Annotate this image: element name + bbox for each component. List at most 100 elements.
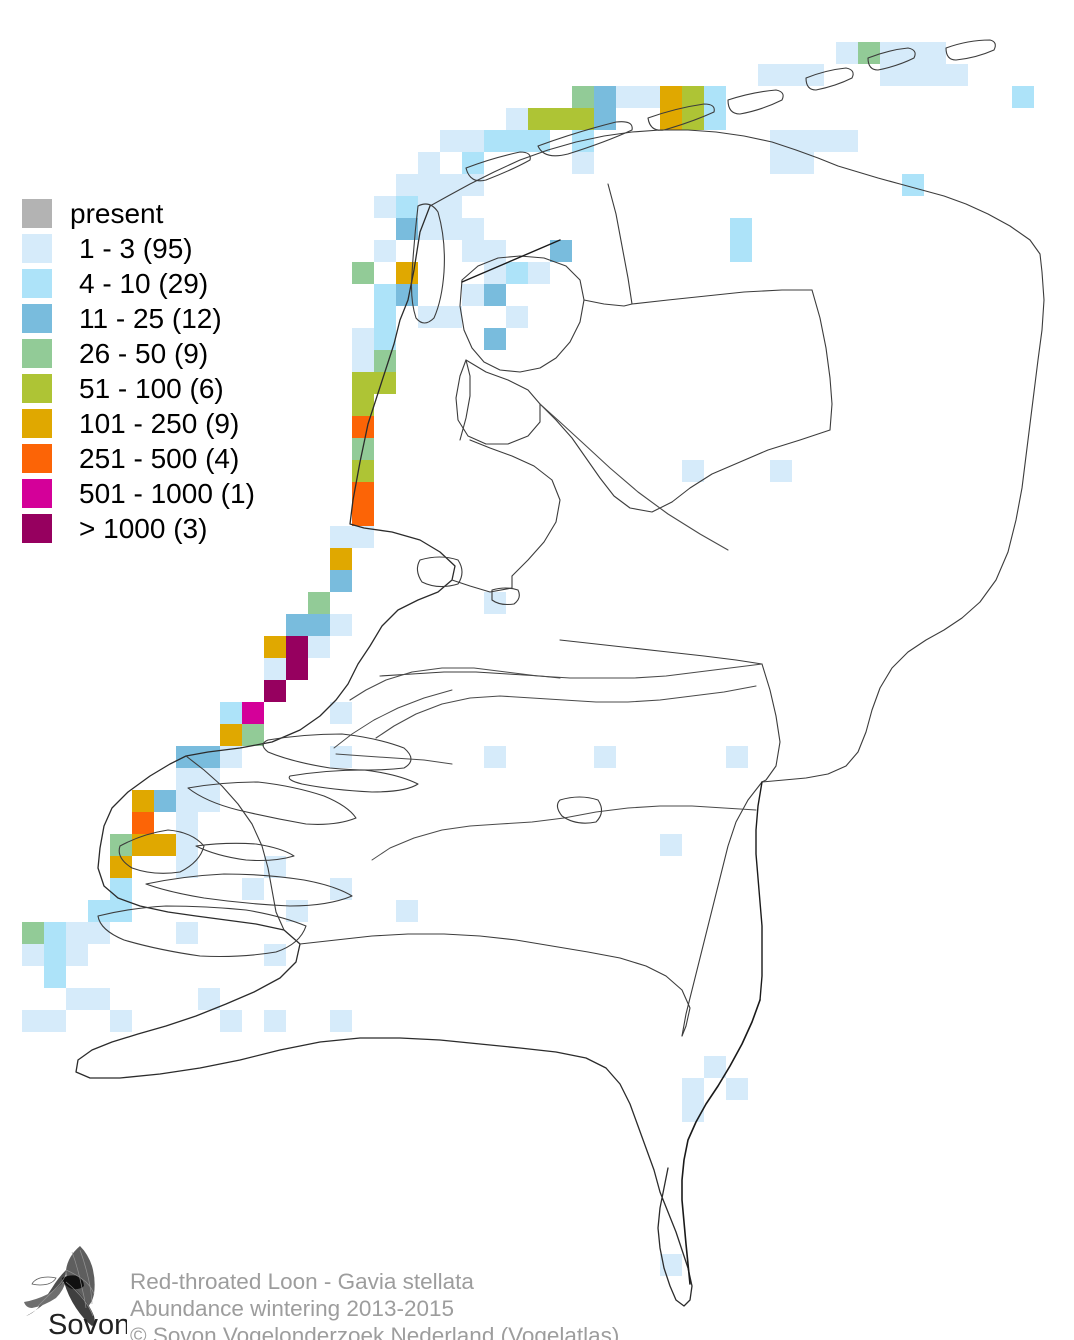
grid-cell — [462, 130, 484, 152]
grid-cell — [528, 108, 550, 130]
grid-cell — [396, 196, 418, 218]
legend-row: 26 - 50 (9) — [22, 336, 255, 371]
grid-cell — [220, 1010, 242, 1032]
legend-label: present — [70, 198, 164, 229]
grid-cell — [88, 922, 110, 944]
legend-label: > 1000 (3) — [79, 513, 208, 544]
river-waal — [375, 685, 757, 739]
grid-cell — [484, 328, 506, 350]
grid-cell — [330, 548, 352, 570]
legend-row: 1 - 3 (95) — [22, 231, 255, 266]
grid-cell — [946, 64, 968, 86]
legend-label: 11 - 25 (12) — [79, 303, 222, 334]
province-border-utrecht-zuidholland — [451, 575, 513, 593]
sovon-wordmark: Sovon — [48, 1309, 127, 1338]
grid-cell — [924, 64, 946, 86]
grid-cell — [682, 108, 704, 130]
grid-cell — [220, 724, 242, 746]
legend-row: present — [22, 196, 255, 231]
nieuwe-waterweg — [335, 753, 453, 765]
grid-cell — [176, 812, 198, 834]
legend-swatch — [22, 339, 52, 368]
grid-cell — [484, 240, 506, 262]
grid-cell — [704, 86, 726, 108]
grid-cell — [704, 108, 726, 130]
legend-swatch — [22, 269, 52, 298]
grid-cell — [638, 86, 660, 108]
grid-cell — [440, 218, 462, 240]
footer: Sovon Red-throated Loon - Gavia stellata… — [0, 1240, 1074, 1340]
province-border-groningen-drenthe — [631, 289, 813, 305]
grid-cell — [154, 834, 176, 856]
grid-cell — [110, 1010, 132, 1032]
legend-swatch — [22, 409, 52, 438]
grid-cell — [286, 636, 308, 658]
grid-cell — [286, 900, 308, 922]
grid-cell — [902, 42, 924, 64]
grid-cell — [308, 636, 330, 658]
grid-cell — [880, 42, 902, 64]
grid-cell — [528, 130, 550, 152]
grid-cell — [198, 768, 220, 790]
island-ameland — [647, 103, 715, 131]
legend: present 1 - 3 (95) 4 - 10 (29) 11 - 25 (12)… — [22, 196, 255, 546]
grid-cell — [396, 900, 418, 922]
grid-cell — [758, 64, 780, 86]
grid-cell — [858, 42, 880, 64]
legend-swatch — [22, 444, 52, 473]
grid-cell — [264, 856, 286, 878]
legend-row: 11 - 25 (12) — [22, 301, 255, 336]
grid-cell — [352, 416, 374, 438]
grid-cell — [572, 108, 594, 130]
legend-row: 501 - 1000 (1) — [22, 476, 255, 511]
island-rottumeroog — [805, 67, 854, 91]
grid-cell — [22, 922, 44, 944]
river-meuse-brabant — [755, 781, 763, 1001]
river-hollandse-ijssel — [333, 689, 453, 749]
legend-label: 101 - 250 (9) — [79, 408, 240, 439]
grid-cell — [418, 306, 440, 328]
grid-cell — [176, 922, 198, 944]
grid-cell — [198, 988, 220, 1010]
swallow-icon — [24, 1246, 95, 1326]
grid-cell — [176, 856, 198, 878]
grid-cell — [440, 130, 462, 152]
legend-label: 501 - 1000 (1) — [79, 478, 255, 509]
grid-cell — [330, 746, 352, 768]
grid-cell — [726, 746, 748, 768]
grid-cell — [132, 834, 154, 856]
grid-cell — [660, 86, 682, 108]
province-border-gelderland-utrecht — [469, 439, 561, 577]
grid-cell — [836, 130, 858, 152]
island-schiermonnikoog — [727, 89, 784, 115]
grid-cell — [308, 592, 330, 614]
grid-cell — [44, 1010, 66, 1032]
grid-cell — [110, 878, 132, 900]
grid-cell — [198, 746, 220, 768]
grid-cell — [374, 328, 396, 350]
grid-cell — [286, 614, 308, 636]
island-terschelling — [537, 121, 633, 157]
grid-cell — [484, 592, 506, 614]
grid-cell — [660, 108, 682, 130]
grid-cell — [682, 1078, 704, 1100]
province-border-drenthe-overijssel — [811, 289, 833, 431]
province-border-overijssel-gelderland — [671, 429, 831, 503]
grid-cell — [704, 1056, 726, 1078]
province-border-noordbrabant-south — [299, 933, 691, 1037]
province-border-friesland-groningen — [607, 183, 633, 305]
grid-cell — [902, 174, 924, 196]
grid-cell — [594, 746, 616, 768]
national-border — [75, 205, 693, 1307]
province-border-flevoland-gelderland — [539, 403, 673, 513]
grid-cell — [462, 218, 484, 240]
grid-cell — [374, 306, 396, 328]
haringvliet — [288, 769, 419, 793]
grid-cell — [770, 460, 792, 482]
grid-cell — [198, 790, 220, 812]
grid-cell — [792, 130, 814, 152]
province-border-noordbrabant-limburg — [761, 663, 781, 783]
grid-cell — [220, 746, 242, 768]
river-ijssel — [539, 403, 729, 551]
